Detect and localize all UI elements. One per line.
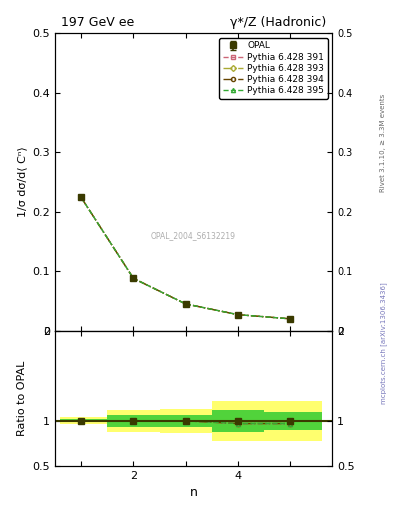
Pythia 6.428 391 — [288, 316, 293, 322]
Pythia 6.428 391 — [131, 275, 136, 282]
Pythia 6.428 391 — [79, 195, 84, 201]
Text: OPAL_2004_S6132219: OPAL_2004_S6132219 — [151, 231, 236, 240]
Pythia 6.428 393 — [236, 312, 241, 318]
Pythia 6.428 395 — [79, 195, 84, 201]
Legend: OPAL, Pythia 6.428 391, Pythia 6.428 393, Pythia 6.428 394, Pythia 6.428 395: OPAL, Pythia 6.428 391, Pythia 6.428 393… — [219, 38, 328, 99]
Pythia 6.428 395 — [236, 312, 241, 318]
Pythia 6.428 393 — [131, 275, 136, 282]
Text: 197 GeV ee: 197 GeV ee — [61, 16, 134, 29]
Text: γ*/Z (Hadronic): γ*/Z (Hadronic) — [230, 16, 327, 29]
Y-axis label: 1/σ dσ/d⟨ Cⁿ⟩: 1/σ dσ/d⟨ Cⁿ⟩ — [17, 146, 27, 218]
Pythia 6.428 393 — [288, 316, 293, 322]
Pythia 6.428 393 — [79, 195, 84, 201]
Line: Pythia 6.428 395: Pythia 6.428 395 — [79, 196, 292, 321]
Pythia 6.428 395 — [184, 301, 188, 307]
Pythia 6.428 394 — [79, 195, 84, 201]
Pythia 6.428 391 — [184, 301, 188, 307]
Pythia 6.428 394 — [236, 312, 241, 318]
Pythia 6.428 395 — [131, 275, 136, 282]
Text: mcplots.cern.ch [arXiv:1306.3436]: mcplots.cern.ch [arXiv:1306.3436] — [380, 282, 387, 404]
Line: Pythia 6.428 393: Pythia 6.428 393 — [79, 196, 292, 321]
Pythia 6.428 394 — [288, 316, 293, 322]
Line: Pythia 6.428 391: Pythia 6.428 391 — [79, 196, 292, 321]
Y-axis label: Ratio to OPAL: Ratio to OPAL — [17, 360, 27, 436]
Pythia 6.428 395 — [288, 316, 293, 322]
Pythia 6.428 394 — [184, 301, 188, 307]
Pythia 6.428 391 — [236, 312, 241, 318]
Line: Pythia 6.428 394: Pythia 6.428 394 — [79, 196, 292, 321]
X-axis label: n: n — [189, 486, 198, 499]
Pythia 6.428 394 — [131, 275, 136, 282]
Text: Rivet 3.1.10, ≥ 3.3M events: Rivet 3.1.10, ≥ 3.3M events — [380, 94, 386, 193]
Pythia 6.428 393 — [184, 301, 188, 307]
